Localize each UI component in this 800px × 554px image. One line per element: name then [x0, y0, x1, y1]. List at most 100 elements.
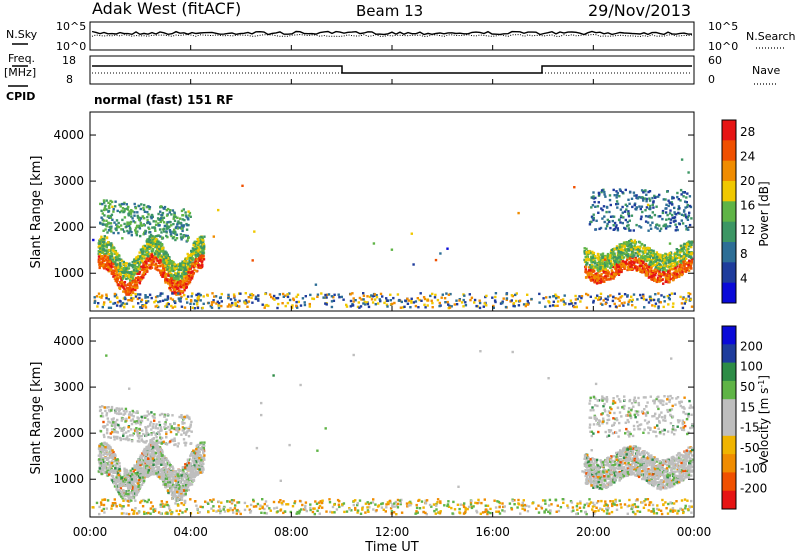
heatmap-cell: [436, 298, 440, 302]
heatmap-cell: [107, 256, 110, 259]
heatmap-cell: [621, 205, 624, 209]
heatmap-cell: [642, 298, 646, 301]
heatmap-cell: [182, 208, 185, 211]
heatmap-cell: [135, 258, 138, 261]
heatmap-cell: [603, 193, 606, 196]
heatmap-cell: [662, 305, 665, 309]
heatmap-cell: [501, 301, 504, 305]
heatmap-cell: [154, 262, 158, 265]
heatmap-cell: [595, 282, 599, 285]
heatmap-cell: [673, 261, 676, 264]
heatmap-cell: [301, 297, 305, 300]
heatmap-cell: [603, 261, 606, 264]
heatmap-cell: [139, 255, 142, 259]
heatmap-cell: [202, 302, 205, 305]
heatmap-cell: [115, 226, 119, 229]
heatmap-cell: [179, 274, 182, 278]
heatmap-cell: [634, 266, 637, 269]
heatmap-cell: [137, 293, 140, 296]
heatmap-cell: [179, 297, 182, 300]
heatmap-cell: [166, 257, 169, 260]
heatmap-cell: [372, 294, 376, 298]
heatmap-cell: [133, 468, 137, 471]
heatmap-cell: [172, 216, 176, 219]
heatmap-cell: [227, 293, 230, 297]
heatmap-cell: [597, 277, 601, 280]
heatmap-cell: [134, 229, 137, 232]
heatmap-cell: [609, 261, 612, 264]
heatmap-cell: [183, 275, 186, 278]
heatmap-cell: [597, 191, 601, 195]
heatmap-cell: [212, 235, 215, 238]
heatmap-cell: [648, 204, 652, 208]
heatmap-cell: [573, 305, 576, 309]
heatmap-cell: [172, 495, 175, 499]
heatmap-cell: [190, 251, 193, 254]
heatmap-cell: [133, 261, 136, 265]
heatmap-cell: [592, 299, 595, 303]
heatmap-cell: [183, 284, 186, 287]
heatmap-cell: [656, 263, 659, 267]
heatmap-cell: [136, 211, 139, 214]
heatmap-cell: [548, 304, 552, 308]
heatmap-cell: [644, 262, 648, 266]
heatmap-cell: [271, 297, 275, 300]
heatmap-cell: [169, 221, 172, 224]
heatmap-cell: [182, 224, 186, 227]
heatmap-cell: [659, 301, 662, 304]
heatmap-cell: [684, 225, 688, 228]
heatmap-cell: [420, 299, 423, 302]
heatmap-cell: [199, 266, 202, 269]
heatmap-cell: [137, 276, 140, 279]
heatmap-cell: [180, 295, 183, 299]
heatmap-cell: [642, 247, 645, 250]
heatmap-cell: [600, 280, 603, 283]
heatmap-cell: [672, 264, 675, 268]
heatmap-cell: [687, 251, 691, 254]
heatmap-cell: [148, 235, 152, 238]
heatmap-cell: [188, 280, 191, 283]
heatmap-cell: [144, 264, 148, 267]
heatmap-cell: [667, 204, 670, 208]
heatmap-cell: [671, 268, 674, 271]
heatmap-cell: [101, 251, 104, 254]
heatmap-cell: [113, 269, 116, 272]
heatmap-cell: [177, 268, 180, 271]
heatmap-cell: [181, 273, 184, 276]
heatmap-cell: [645, 255, 648, 258]
heatmap-cell: [185, 279, 188, 283]
heatmap-cell: [126, 283, 130, 286]
heatmap-cell: [651, 264, 654, 267]
heatmap-cell: [414, 300, 418, 303]
heatmap-cell: [188, 265, 191, 268]
colorbar-segment: [722, 160, 736, 182]
heatmap-cell: [124, 289, 127, 292]
heatmap-cell: [629, 261, 632, 264]
heatmap-cell: [143, 253, 146, 256]
heatmap-cell: [598, 262, 601, 266]
heatmap-cell: [114, 278, 117, 282]
heatmap-cell: [257, 294, 260, 297]
heatmap-cell: [596, 279, 599, 282]
heatmap-cell: [653, 254, 656, 257]
heatmap-cell: [216, 300, 219, 303]
heatmap-cell: [147, 213, 150, 216]
heatmap-cell: [475, 304, 478, 308]
heatmap-cell: [674, 223, 677, 226]
heatmap-cell: [448, 304, 451, 308]
heatmap-cell: [651, 254, 655, 257]
heatmap-cell: [613, 228, 616, 231]
heatmap-cell: [624, 242, 627, 246]
heatmap-cell: [623, 210, 627, 213]
heatmap-cell: [630, 197, 634, 200]
heatmap-cell: [494, 300, 497, 304]
heatmap-cell: [639, 217, 643, 221]
heatmap-cell: [412, 301, 416, 304]
heatmap-cell: [538, 301, 541, 304]
heatmap-cell: [478, 306, 482, 310]
heatmap-cell: [141, 454, 145, 458]
heatmap-cell: [659, 265, 662, 269]
heatmap-cell: [584, 260, 588, 263]
heatmap-cell: [619, 250, 622, 254]
heatmap-cell: [682, 195, 685, 198]
